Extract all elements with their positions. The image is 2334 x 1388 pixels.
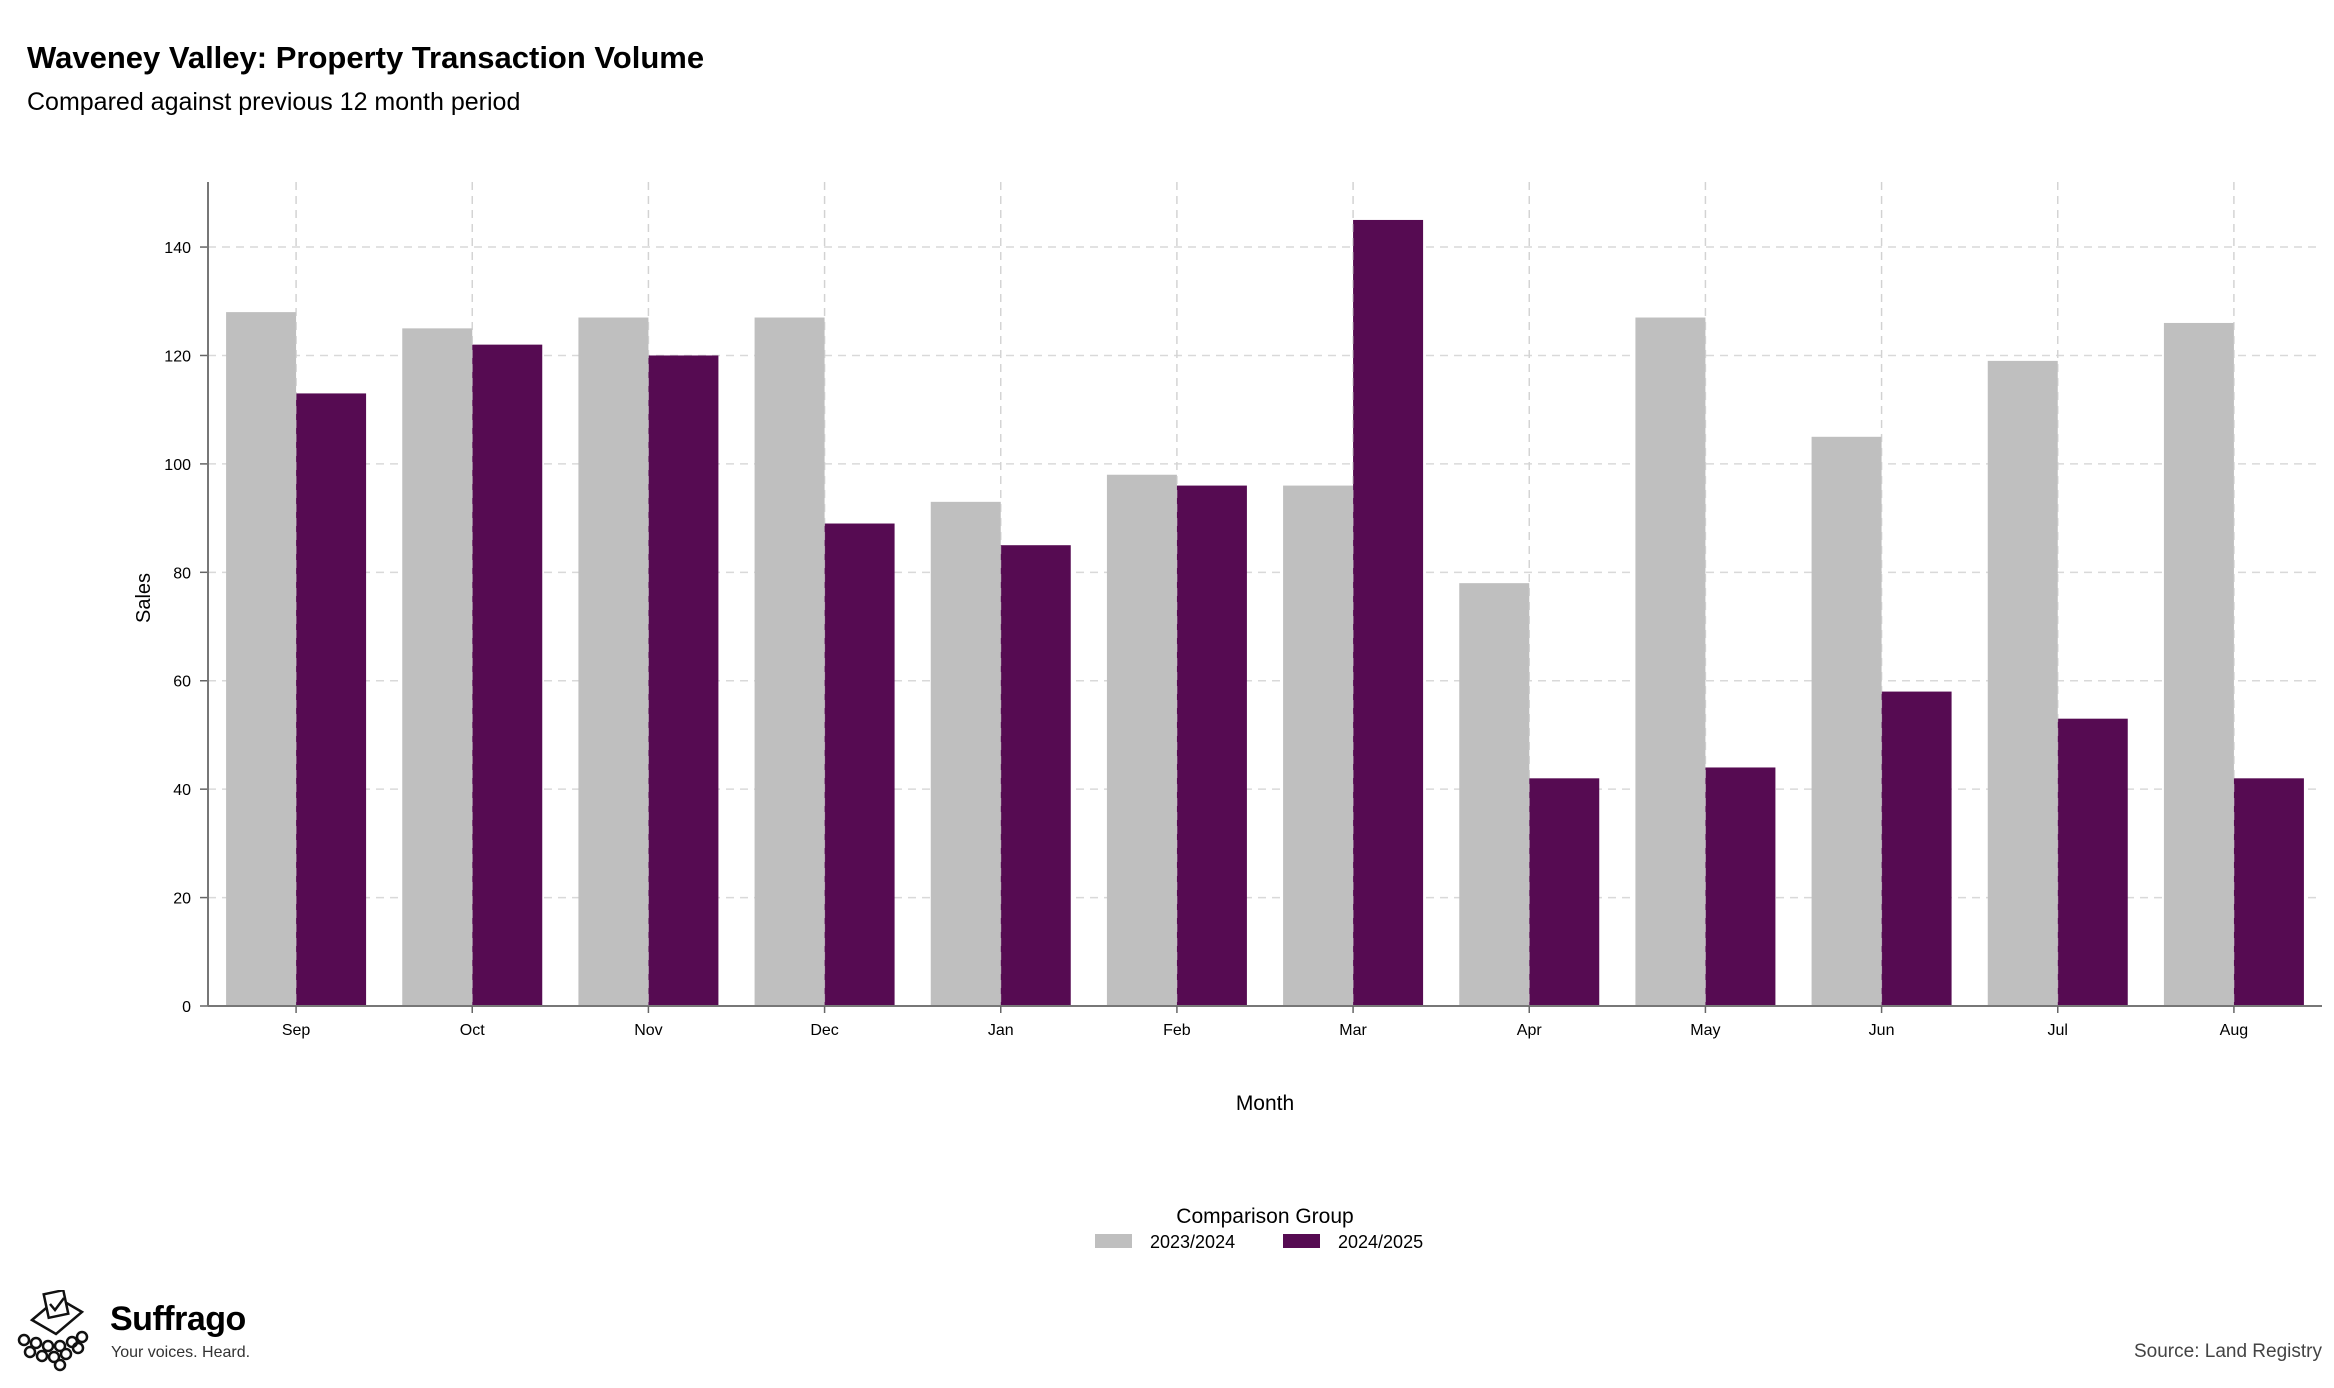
y-tick-label: 140 (164, 240, 191, 257)
bar-2024-2025-apr (1529, 778, 1600, 1006)
x-tick-label: Aug (2220, 1022, 2248, 1039)
bar-2024-2025-feb (1176, 485, 1247, 1006)
brand-tagline: Your voices. Heard. (111, 1344, 251, 1361)
bar-2023-2024-feb (1106, 474, 1177, 1007)
brand-name: Suffrago (110, 1300, 246, 1338)
y-tick-label: 80 (173, 565, 191, 582)
legend-title: Comparison Group (1176, 1205, 1353, 1228)
bar-2023-2024-mar (1283, 485, 1354, 1006)
bar-2023-2024-aug (2163, 322, 2234, 1006)
x-tick-label: Sep (282, 1022, 311, 1039)
bar-2024-2025-nov (648, 355, 719, 1006)
x-tick-label: Feb (1163, 1022, 1191, 1039)
x-axis-label: Month (1236, 1092, 1294, 1115)
y-tick-label: 0 (182, 999, 191, 1016)
legend-swatch-2024-2025 (1283, 1234, 1320, 1248)
y-tick-label: 120 (164, 348, 191, 365)
suffrago-logo-icon (17, 1290, 89, 1372)
bar-layer (226, 182, 2304, 1007)
bar-2023-2024-jun (1811, 436, 1882, 1007)
bar-2024-2025-oct (472, 344, 543, 1006)
x-tick-label: Jul (2048, 1022, 2068, 1039)
y-tick-label: 100 (164, 457, 191, 474)
x-tick-label: Nov (634, 1022, 662, 1039)
bar-2024-2025-aug (2233, 778, 2304, 1006)
bar-2024-2025-jul (2057, 718, 2128, 1006)
legend-label-2023-2024: 2023/2024 (1150, 1232, 1235, 1252)
bar-2024-2025-may (1705, 767, 1776, 1006)
legend-swatch-2023-2024 (1095, 1234, 1132, 1248)
bar-2024-2025-jan (1000, 545, 1071, 1006)
bar-2023-2024-oct (402, 328, 473, 1006)
bar-2023-2024-jan (930, 501, 1001, 1006)
y-axis-label: Sales (133, 573, 155, 623)
chart-title: Waveney Valley: Property Transaction Vol… (27, 40, 705, 75)
bar-2024-2025-sep (296, 393, 367, 1007)
bar-2024-2025-jun (1881, 691, 1952, 1006)
bar-2023-2024-dec (754, 317, 825, 1006)
bar-2023-2024-jul (1987, 360, 2058, 1006)
legend: 2023/2024 2024/2025 (1095, 1232, 1423, 1252)
chart-subtitle: Compared against previous 12 month perio… (27, 88, 521, 116)
axis-layer: 0 20 40 60 80 100 120 140 Sep Oct Nov Dec Jan Feb Mar A… (164, 182, 2322, 1039)
x-tick-label: Mar (1339, 1022, 1367, 1039)
bar-2024-2025-dec (824, 523, 895, 1006)
x-tick-label: May (1690, 1022, 1720, 1039)
x-tick-label: Dec (810, 1022, 838, 1039)
x-tick-label: Apr (1517, 1022, 1543, 1039)
bar-2023-2024-sep (226, 312, 297, 1007)
y-tick-label: 40 (173, 782, 191, 799)
bar-2023-2024-nov (578, 317, 649, 1006)
bar-2023-2024-may (1635, 317, 1706, 1006)
legend-label-2024-2025: 2024/2025 (1338, 1232, 1423, 1252)
y-tick-label: 20 (173, 891, 191, 908)
y-tick-label: 60 (173, 674, 191, 691)
bar-2024-2025-mar (1353, 219, 1424, 1006)
source-note: Source: Land Registry (2134, 1341, 2322, 1362)
x-tick-label: Oct (460, 1022, 485, 1039)
x-tick-label: Jan (988, 1022, 1014, 1039)
bar-2023-2024-apr (1459, 583, 1530, 1006)
x-tick-label: Jun (1869, 1022, 1895, 1039)
